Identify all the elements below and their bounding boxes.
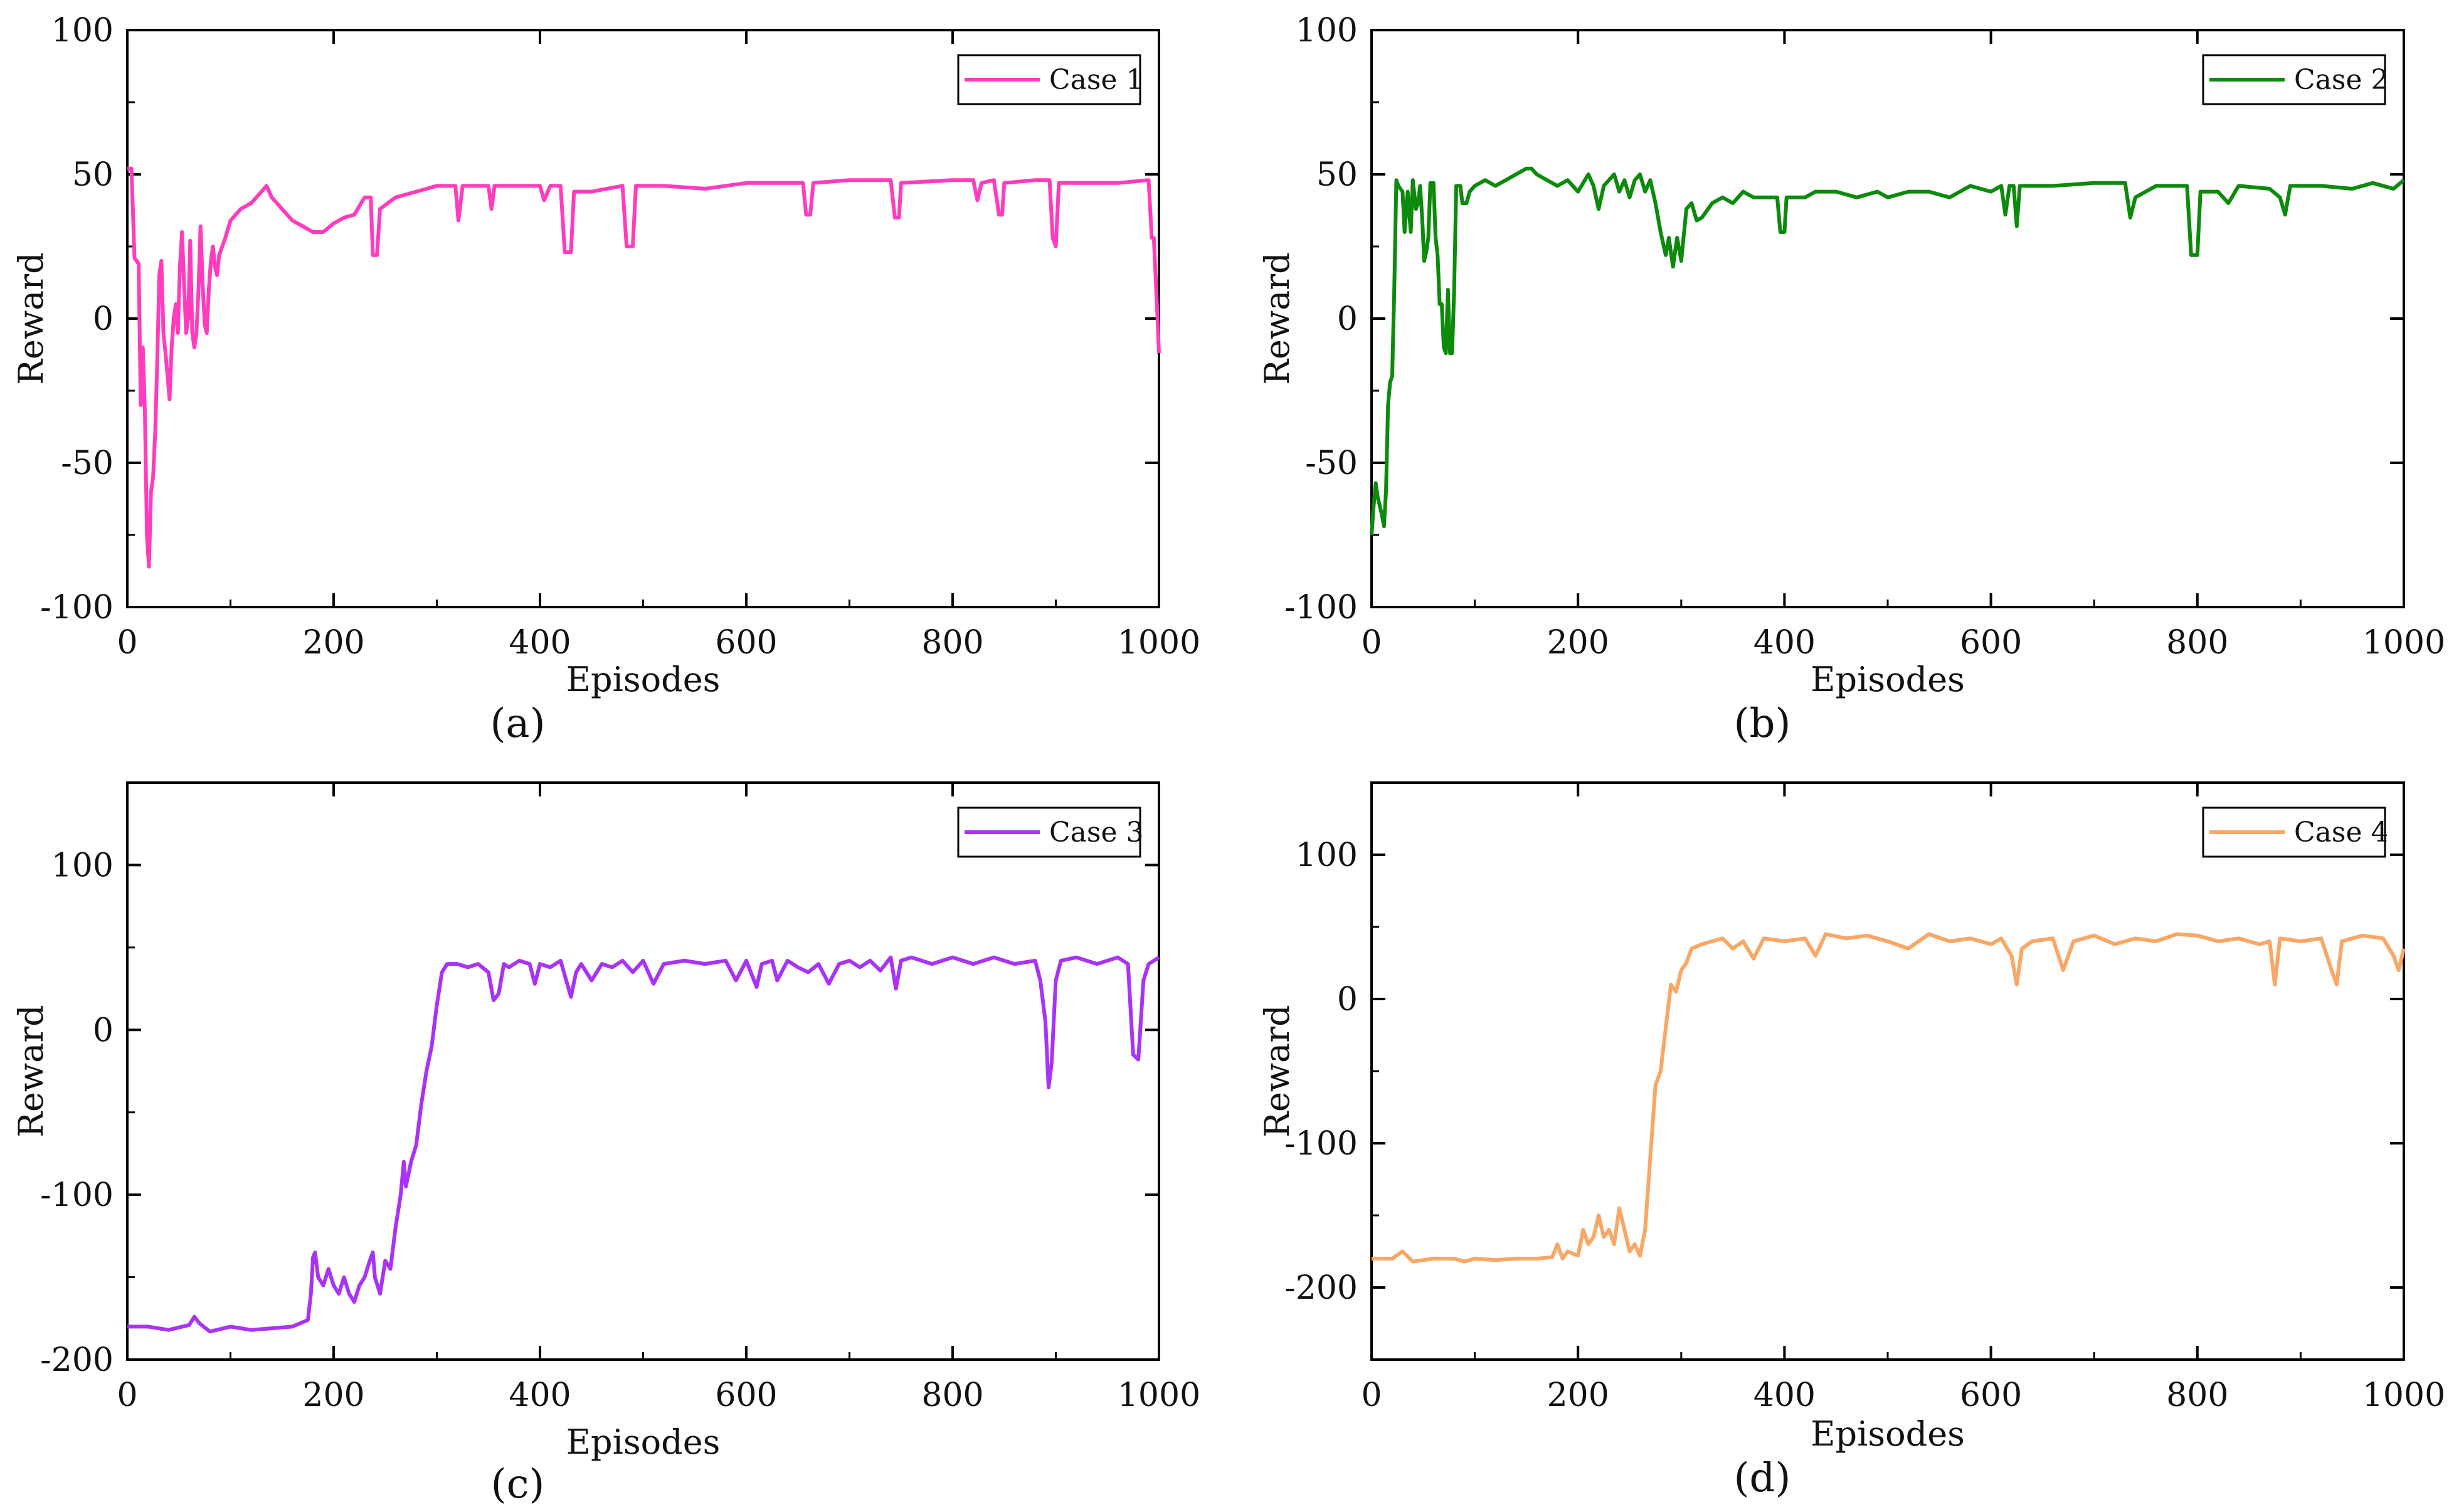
plot-frame (126, 29, 1160, 608)
x-tick-label: 1000 (1118, 1377, 1200, 1414)
y-tick-label: 100 (51, 12, 114, 50)
y-tick-label: 0 (93, 1012, 114, 1049)
y-tick-label: -200 (1284, 1269, 1358, 1307)
x-tick-label: 0 (1361, 624, 1382, 662)
legend: Case 2 (2202, 54, 2389, 105)
y-tick-label: 0 (1337, 981, 1358, 1018)
x-axis-title: Episodes (566, 1422, 721, 1462)
panel-c: 0 200 400 600 800 1000 -200 -100 0 100 Episodes Rew… (11, 781, 1200, 1508)
legend: Case 3 (957, 806, 1144, 858)
x-tick-label: 400 (509, 1377, 571, 1414)
panel-b: 0 200 400 600 800 1000 -100 -50 0 50 100 Episodes Re… (1257, 12, 2445, 747)
x-tick-label: 600 (715, 624, 777, 662)
x-tick-label: 800 (921, 1377, 983, 1414)
series-line-case-1 (127, 166, 1161, 569)
y-tick-label: -100 (1284, 1125, 1358, 1163)
x-tick-label: 800 (2166, 1377, 2228, 1414)
x-tick-label: 200 (302, 1377, 364, 1414)
panel-d: 0 200 400 600 800 1000 -200 -100 0 100 Episodes Rew… (1257, 781, 2445, 1501)
legend-label: Case 4 (2294, 817, 2389, 849)
y-axis-title: Reward (11, 252, 51, 384)
panel-a: 0 200 400 600 800 1000 -100 -50 0 50 100 Episodes Re… (11, 12, 1200, 747)
panel-label: (b) (1734, 700, 1791, 747)
x-tick-label: 400 (509, 624, 571, 662)
series-line-case-4 (1372, 932, 2406, 1264)
y-tick-label: 50 (72, 156, 114, 194)
y-axis-title: Reward (1257, 1005, 1297, 1137)
y-tick-label: 100 (51, 847, 114, 884)
legend-label: Case 2 (2294, 64, 2389, 96)
legend: Case 4 (2202, 806, 2389, 858)
x-tick-label: 400 (1753, 1377, 1816, 1414)
series-line-case-3 (127, 955, 1160, 1334)
y-tick-label: 100 (1296, 12, 1358, 50)
y-axis-title: Reward (11, 1005, 51, 1137)
y-tick-label: -100 (1284, 589, 1358, 626)
x-tick-label: 600 (1960, 624, 2022, 662)
panel-label: (c) (491, 1461, 545, 1508)
x-tick-label: 800 (2166, 624, 2228, 662)
y-tick-label: -50 (1305, 445, 1358, 482)
y-tick-label: -100 (40, 589, 114, 626)
y-tick-label: -200 (40, 1341, 114, 1379)
x-tick-label: 0 (1361, 1377, 1382, 1414)
plot-frame (126, 781, 1160, 1361)
x-axis-title: Episodes (1811, 660, 1965, 699)
y-tick-label: -50 (61, 445, 114, 482)
y-tick-label: 50 (1316, 156, 1358, 194)
legend-label: Case 3 (1049, 817, 1144, 849)
x-tick-label: 400 (1753, 624, 1816, 662)
plot-frame (1370, 29, 2405, 608)
x-tick-label: 200 (1547, 624, 1609, 662)
x-axis-title: Episodes (566, 660, 721, 699)
plot-frame (1370, 781, 2405, 1361)
x-tick-label: 0 (117, 624, 137, 662)
y-tick-label: 0 (93, 300, 114, 338)
y-axis-title: Reward (1257, 252, 1297, 384)
legend-label: Case 1 (1049, 64, 1144, 96)
y-tick-label: 100 (1296, 837, 1358, 874)
x-tick-label: 1000 (2362, 1377, 2445, 1414)
x-tick-label: 600 (715, 1377, 777, 1414)
x-tick-label: 1000 (2362, 624, 2445, 662)
panel-label: (a) (490, 700, 545, 747)
x-tick-label: 1000 (1118, 624, 1200, 662)
panel-label: (d) (1734, 1455, 1791, 1501)
x-tick-label: 200 (1547, 1377, 1609, 1414)
series-line-case-2 (1370, 166, 2405, 536)
y-tick-label: -100 (40, 1176, 114, 1214)
x-tick-label: 0 (117, 1377, 137, 1414)
y-tick-label: 0 (1337, 300, 1358, 338)
x-tick-label: 600 (1960, 1377, 2022, 1414)
x-tick-label: 200 (302, 624, 364, 662)
x-axis-title: Episodes (1811, 1414, 1965, 1454)
x-tick-label: 800 (921, 624, 983, 662)
legend: Case 1 (957, 54, 1144, 105)
